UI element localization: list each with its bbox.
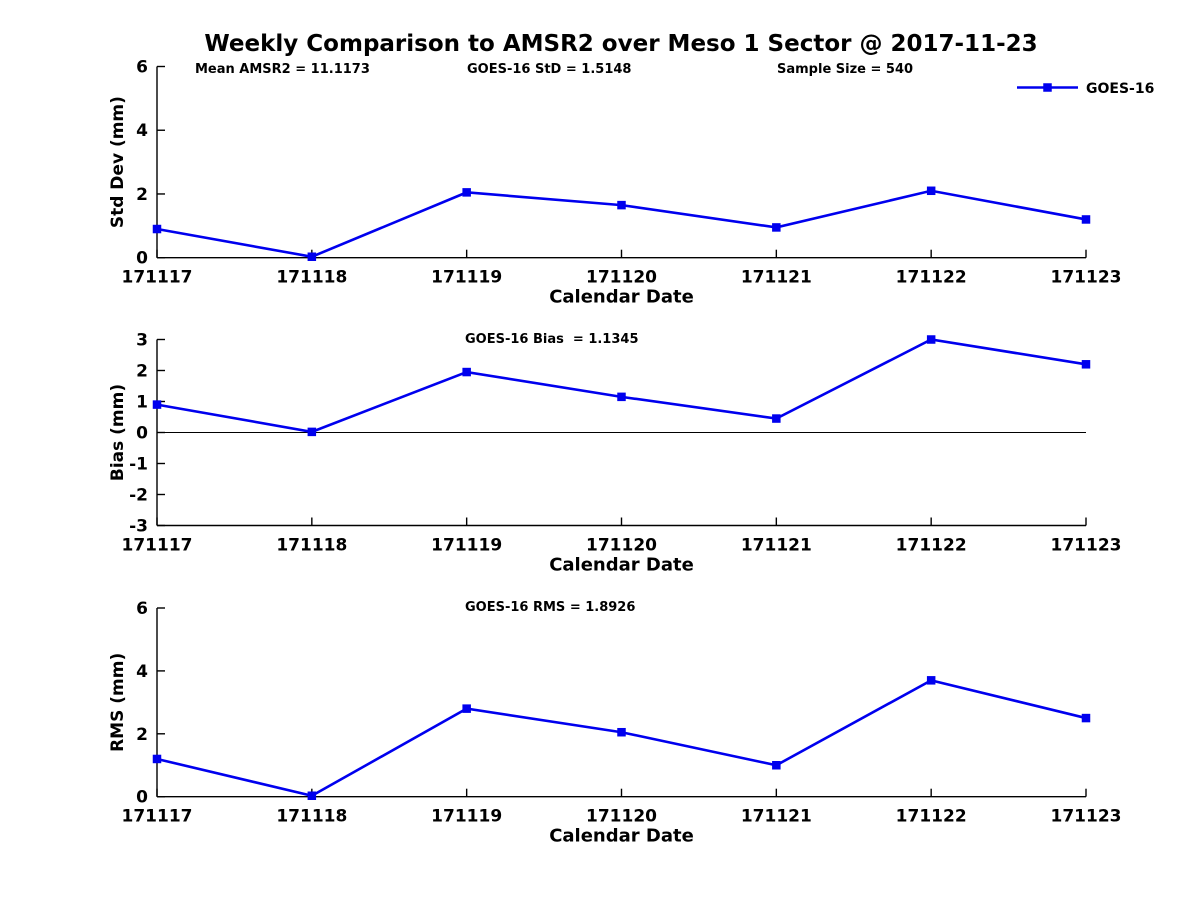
y-tick-label: -1: [129, 455, 148, 475]
data-point-marker: [462, 188, 471, 197]
data-point-marker: [152, 754, 162, 764]
data-point-marker: [926, 676, 936, 685]
y-tick-label: 2: [136, 362, 148, 382]
x-axis-title: Calendar Date: [549, 555, 694, 576]
data-point-marker: [462, 704, 471, 713]
subplot-stddev: 0 2 4 6 171117 171118 171119 171120 171121 171122…: [108, 58, 1154, 308]
data-point-marker: [617, 392, 626, 402]
x-tick-label: 171121: [741, 268, 812, 288]
data-point-marker: [1081, 215, 1091, 224]
y-tick-label: 0: [136, 424, 148, 444]
figure-title: Weekly Comparison to AMSR2 over Meso 1 S…: [204, 31, 1037, 57]
y-tick-label: 3: [136, 331, 148, 351]
annotation-text: GOES-16 Bias = 1.1345: [465, 332, 639, 347]
x-tick-label: 171121: [741, 807, 812, 827]
data-point-marker: [926, 335, 936, 344]
legend: GOES-16: [1017, 81, 1154, 97]
x-tick-label: 171122: [896, 807, 967, 827]
data-point-marker: [772, 223, 781, 232]
data-point-marker: [307, 427, 317, 437]
y-axis-title: Std Dev (mm): [108, 96, 128, 228]
data-point-marker: [772, 761, 781, 770]
x-tick-label: 171123: [1051, 807, 1122, 827]
y-tick-label: 6: [136, 58, 148, 78]
x-tick-label: 171117: [122, 536, 193, 556]
x-tick-label: 171118: [276, 807, 347, 827]
data-point-marker: [617, 727, 626, 737]
x-tick-label: 171123: [1051, 268, 1122, 288]
x-tick-label: 171119: [431, 536, 502, 556]
data-point-marker: [307, 791, 317, 801]
y-tick-label: 2: [136, 725, 148, 745]
y-tick-label: 1: [136, 393, 148, 413]
legend-label: GOES-16: [1086, 81, 1154, 97]
x-axis-title: Calendar Date: [549, 826, 694, 847]
data-point-marker: [462, 367, 471, 377]
x-tick-label: 171121: [741, 536, 812, 556]
subplot-bias: -3 -2 -1 0 1 2 3 171117 171118 171119 171120 171121…: [108, 331, 1121, 576]
annotation-text: Sample Size = 540: [777, 62, 913, 77]
x-tick-label: 171118: [276, 268, 347, 288]
data-point-marker: [307, 252, 317, 261]
x-tick-label: 171117: [122, 807, 193, 827]
y-axis-title: RMS (mm): [108, 653, 128, 752]
y-tick-label: 2: [136, 185, 148, 205]
annotation-text: GOES-16 StD = 1.5148: [467, 62, 631, 77]
x-axis-title: Calendar Date: [549, 287, 694, 308]
x-tick-label: 171119: [431, 807, 502, 827]
y-tick-label: 0: [136, 249, 148, 269]
data-point-marker: [152, 400, 162, 409]
y-tick-label: 6: [136, 599, 148, 619]
y-tick-label: 4: [136, 121, 148, 141]
y-tick-label: 0: [136, 788, 148, 808]
x-tick-label: 171119: [431, 268, 502, 288]
annotation-text: Mean AMSR2 = 11.1173: [195, 62, 370, 77]
y-tick-label: -2: [129, 486, 148, 506]
y-tick-label: 4: [136, 662, 148, 682]
data-point-marker: [152, 224, 162, 234]
x-tick-label: 171122: [896, 536, 967, 556]
x-tick-label: 171120: [586, 536, 657, 556]
data-point-marker: [1081, 360, 1091, 369]
x-tick-label: 171117: [122, 268, 193, 288]
x-tick-label: 171120: [586, 268, 657, 288]
legend-marker: [1043, 83, 1052, 92]
data-point-marker: [1081, 713, 1091, 723]
data-point-marker: [926, 186, 936, 196]
y-tick-label: -3: [129, 517, 148, 537]
x-tick-label: 171120: [586, 807, 657, 827]
x-tick-label: 171118: [276, 536, 347, 556]
annotation-text: GOES-16 RMS = 1.8926: [465, 600, 635, 615]
data-point-marker: [617, 200, 626, 210]
data-point-marker: [772, 414, 781, 423]
subplot-rms: 0 2 4 6 171117 171118 171119 171120 171121 171122…: [108, 599, 1121, 847]
x-tick-label: 171123: [1051, 536, 1122, 556]
y-axis-title: Bias (mm): [108, 384, 128, 481]
x-tick-label: 171122: [896, 268, 967, 288]
